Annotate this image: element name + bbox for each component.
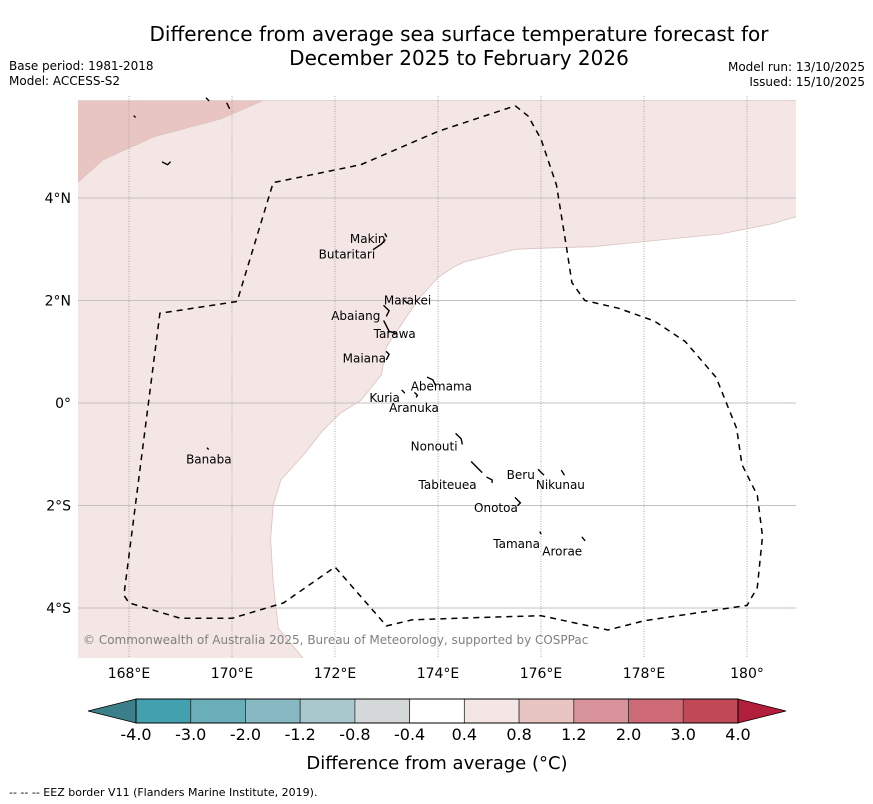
x-tick-label: 168°E [108, 666, 151, 682]
x-axis-ticks: 168°E 170°E 172°E 174°E 176°E 178°E 180° [108, 666, 764, 682]
meta-right: Model run: 13/10/2025 Issued: 15/10/2025 [728, 60, 865, 90]
place-label: Arorae [542, 545, 582, 559]
colorbar-segment [354, 698, 411, 724]
place-label: Maiana [343, 351, 386, 365]
colorbar-segment [409, 698, 465, 724]
island-outline [581, 536, 586, 542]
island-outline [206, 447, 210, 450]
y-tick-label: 0° [55, 396, 71, 412]
island-outline [383, 304, 390, 317]
x-tick-label: 176°E [520, 666, 563, 682]
place-label: Butaritari [319, 247, 376, 261]
place-label: Nonouti [411, 440, 458, 454]
eez-border-layer [123, 105, 764, 631]
colorbar-tick-label: -2.0 [230, 725, 261, 744]
x-tick-label: 178°E [623, 666, 666, 682]
eez-border-line [123, 105, 764, 631]
island-outline [161, 161, 171, 166]
colorbar-tick-label: -0.4 [394, 725, 425, 744]
place-label: Tarawa [373, 327, 416, 341]
place-label: Beru [507, 468, 535, 482]
place-label: Tabiteuea [418, 478, 477, 492]
island-outline [403, 299, 408, 304]
colorbar-title: Difference from average (°C) [306, 753, 567, 774]
x-tick-label: 170°E [211, 666, 254, 682]
model-name: Model: ACCESS-S2 [9, 74, 121, 88]
colorbar-segment [463, 698, 520, 724]
title-line-1: Difference from average sea surface temp… [149, 22, 769, 46]
y-tick-label: 4°S [46, 601, 71, 617]
place-label: Tamana [492, 537, 540, 551]
island-outline [414, 392, 419, 398]
place-label: Abaiang [331, 309, 380, 323]
colorbar-tick-label: -3.0 [175, 725, 206, 744]
island-outline [539, 531, 542, 535]
place-label: Marakei [384, 294, 431, 308]
gridlines [78, 96, 796, 658]
place-label: Onotoa [474, 501, 518, 515]
meta-left: Base period: 1981-2018 Model: ACCESS-S2 [9, 59, 154, 89]
colorbar-segment [299, 698, 356, 724]
colorbar-segment [628, 698, 684, 724]
place-label: Banaba [186, 452, 232, 466]
colorbar-tick-label: -0.8 [339, 725, 370, 744]
island-outline [383, 320, 398, 335]
colorbar: -4.0 -3.0 -2.0 -1.2 -0.8 -0.4 0.4 0.8 1.2 2.0 3.0 4… [87, 698, 787, 744]
copyright-notice: © Commonwealth of Australia 2025, Bureau… [83, 633, 588, 647]
island-outline [385, 351, 390, 361]
island-outline [514, 497, 522, 507]
island-outline [384, 233, 388, 238]
place-label: Makin [350, 232, 386, 246]
island-outlines [133, 97, 586, 542]
colorbar-frame [135, 698, 739, 724]
island-outline [372, 239, 386, 251]
x-tick-label: 180° [730, 666, 764, 682]
island-outline [455, 433, 463, 445]
colorbar-tick-label: 2.0 [616, 725, 641, 744]
place-label: Nikunau [536, 478, 585, 492]
base-period: Base period: 1981-2018 [9, 59, 154, 73]
colorbar-tick-label: 1.2 [561, 725, 586, 744]
colorbar-tick-label: 3.0 [671, 725, 696, 744]
colorbar-tick-label: 0.4 [452, 725, 477, 744]
place-label: Abemama [411, 380, 472, 394]
map-title: Difference from average sea surface temp… [0, 22, 873, 70]
colorbar-tick-label: -4.0 [120, 725, 151, 744]
y-tick-label: 2°S [46, 499, 71, 515]
island-outline [537, 468, 545, 476]
island-outline [470, 461, 483, 473]
colorbar-under-arrow [87, 698, 137, 724]
colorbar-tick-label: 0.8 [506, 725, 531, 744]
title-line-2: December 2025 to February 2026 [289, 46, 629, 70]
y-tick-label: 4°N [45, 191, 71, 207]
place-label: Kuria [369, 391, 400, 405]
colorbar-segment [245, 698, 301, 724]
colorbar-segment [518, 698, 575, 724]
island-outline [486, 476, 493, 484]
y-tick-label: 2°N [45, 294, 71, 310]
island-outline [226, 102, 231, 110]
issued-date: Issued: 15/10/2025 [749, 75, 865, 89]
colorbar-tick-label: -1.2 [285, 725, 316, 744]
island-outline [401, 389, 406, 394]
x-tick-label: 174°E [417, 666, 460, 682]
colorbar-over-arrow [737, 698, 787, 724]
colorbar-segment [682, 698, 739, 724]
island-outline [427, 376, 437, 386]
colorbar-segment [573, 698, 629, 724]
eez-footnote: -- -- -- EEZ border V11 (Flanders Marine… [9, 786, 318, 799]
colorbar-segment [190, 698, 246, 724]
island-outline [560, 469, 565, 476]
x-tick-label: 172°E [314, 666, 357, 682]
colorbar-segment [135, 698, 192, 724]
y-axis-ticks: 4°N 2°N 0° 2°S 4°S [45, 191, 72, 617]
place-label: Aranuka [389, 401, 439, 415]
model-run-date: Model run: 13/10/2025 [727, 60, 865, 74]
island-outline [205, 97, 210, 102]
island-outline [133, 115, 136, 118]
colorbar-tick-label: 4.0 [725, 725, 750, 744]
